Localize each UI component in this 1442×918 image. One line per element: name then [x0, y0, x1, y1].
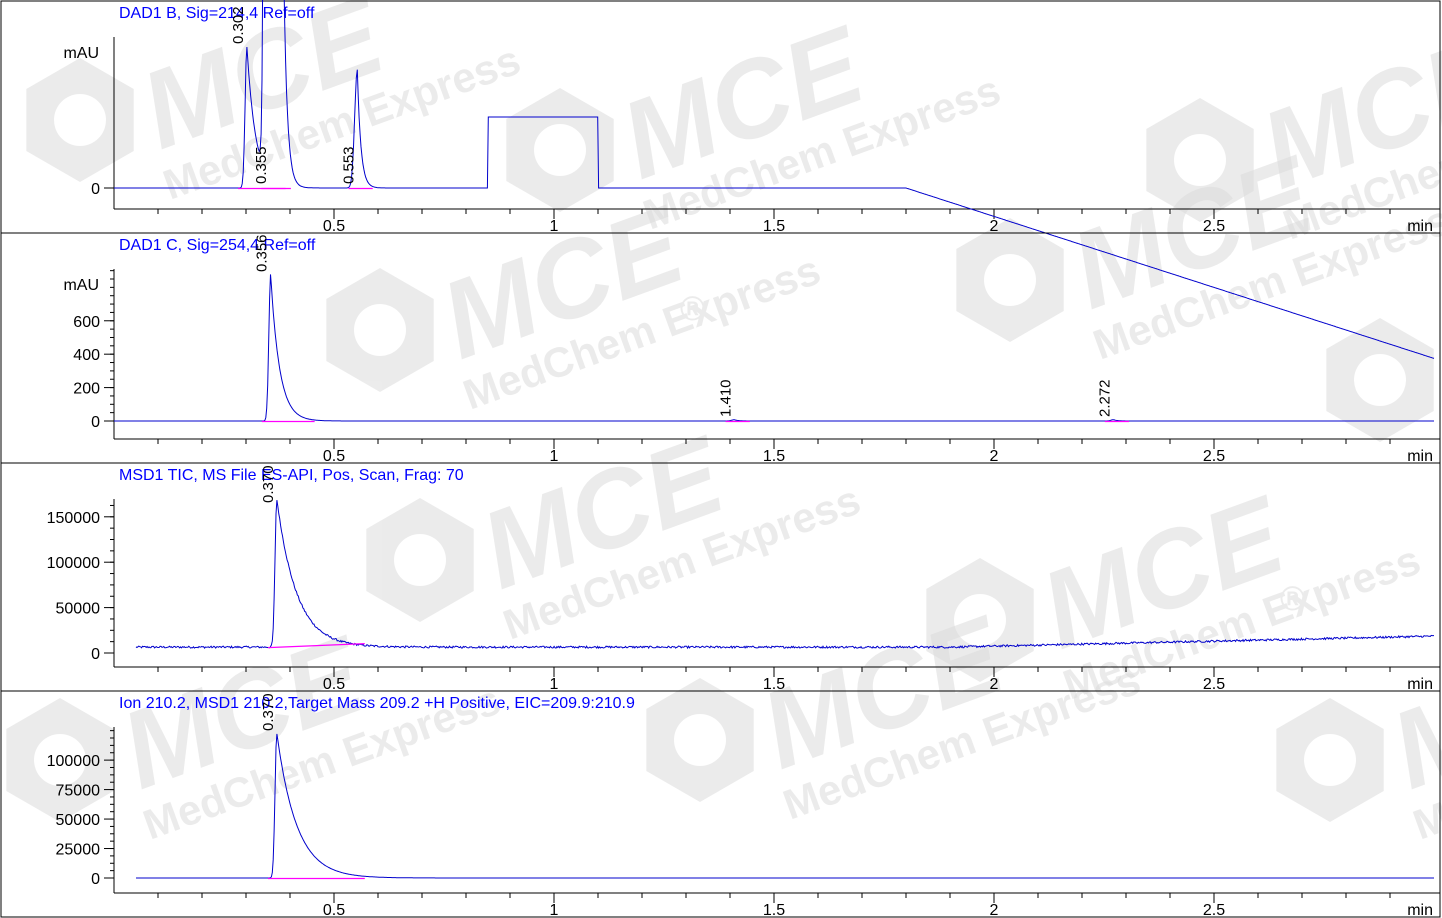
- x-tick-label: 0.5: [323, 448, 345, 465]
- x-tick-label: 1.5: [763, 448, 785, 465]
- peak-label: 0.370: [260, 693, 277, 731]
- x-axis-unit: min: [1407, 218, 1433, 235]
- x-tick-label: 0.5: [323, 218, 345, 235]
- signal-trace: [114, 274, 1434, 422]
- logo-hole-icon: [34, 734, 86, 786]
- x-tick-label: 1.5: [763, 902, 785, 918]
- logo-hole-icon: [1304, 734, 1356, 786]
- y-tick-label: 0: [91, 646, 100, 663]
- y-tick-label: 600: [73, 314, 100, 331]
- logo-hole-icon: [1354, 354, 1406, 406]
- y-tick-label: 50000: [56, 812, 101, 829]
- panel-title: MSD1 TIC, MS File ES-API, Pos, Scan, Fra…: [119, 467, 464, 484]
- x-tick-label: 2: [990, 676, 999, 693]
- panel-frame: [0, 690, 1441, 918]
- logo-hole-icon: [354, 304, 406, 356]
- y-tick-label: 50000: [56, 601, 101, 618]
- x-tick-label: 1: [550, 676, 559, 693]
- chromatogram-panel-2: DAD1 C, Sig=254,4 Ref=off mAU 0 200 400 600 0.…: [0, 232, 1441, 465]
- y-axis-label: mAU: [63, 45, 99, 62]
- x-axis-unit: min: [1407, 676, 1433, 693]
- logo-hole-icon: [394, 534, 446, 586]
- y-axis-label: mAU: [63, 277, 99, 294]
- x-tick-label: 2: [990, 218, 999, 235]
- x-tick-label: 1: [550, 902, 559, 918]
- chromatogram-panel-1: DAD1 B, Sig=214,4 Ref=offmAU02004006000.…: [0, 0, 1441, 359]
- peak-label: 0.302: [230, 6, 247, 44]
- y-tick-label: 100000: [47, 753, 100, 770]
- y-tick-label: 0: [91, 871, 100, 888]
- x-tick-label: 2.5: [1203, 676, 1225, 693]
- peak-label: 0.355: [253, 146, 270, 184]
- y-tick-label: 200: [73, 381, 100, 398]
- registered-mark-icon: ®: [680, 290, 705, 328]
- logo-hole-icon: [674, 714, 726, 766]
- registered-mark-icon: ®: [1280, 580, 1305, 618]
- y-tick-label: 100000: [47, 555, 100, 572]
- y-tick-label: 400: [73, 347, 100, 364]
- y-tick-label: 0: [91, 181, 100, 198]
- panel-title: DAD1 C, Sig=254,4 Ref=off: [119, 237, 316, 254]
- y-tick-label: 75000: [56, 783, 101, 800]
- peak-label: 2.272: [1097, 379, 1114, 417]
- logo-hole-icon: [954, 594, 1006, 646]
- x-tick-label: 1: [550, 448, 559, 465]
- x-tick-label: 0.5: [323, 676, 345, 693]
- watermark-brand: MCE: [1376, 612, 1442, 812]
- peak-label: 0.553: [340, 146, 357, 184]
- x-axis-unit: min: [1407, 448, 1433, 465]
- x-tick-label: 2: [990, 448, 999, 465]
- x-tick-label: 1: [550, 218, 559, 235]
- signal-trace: [136, 733, 1434, 879]
- logo-hole-icon: [534, 124, 586, 176]
- signal-trace: [114, 0, 1435, 359]
- chromatogram-panel-4: Ion 210.2, MSD1 210.2,Target Mass 209.2 …: [0, 690, 1441, 918]
- logo-hole-icon: [984, 254, 1036, 306]
- integration-baseline: [267, 642, 365, 649]
- peak-label: 0.356: [254, 234, 271, 272]
- y-tick-label: 150000: [47, 510, 100, 527]
- x-tick-label: 2: [990, 902, 999, 918]
- peak-label: 0.370: [260, 465, 277, 503]
- logo-hole-icon: [54, 94, 106, 146]
- logo-hole-icon: [1174, 134, 1226, 186]
- panel-title: Ion 210.2, MSD1 210.2,Target Mass 209.2 …: [119, 695, 635, 712]
- y-tick-label: 0: [91, 414, 100, 431]
- x-tick-label: 0.5: [323, 902, 345, 918]
- x-tick-label: 1.5: [763, 676, 785, 693]
- x-tick-label: 1.5: [763, 218, 785, 235]
- x-tick-label: 2.5: [1203, 448, 1225, 465]
- y-tick-label: 25000: [56, 842, 101, 859]
- x-tick-label: 2.5: [1203, 902, 1225, 918]
- x-axis-unit: min: [1407, 902, 1433, 918]
- panel-title: DAD1 B, Sig=214,4 Ref=off: [119, 5, 315, 22]
- peak-label: 1.410: [717, 379, 734, 417]
- x-tick-label: 2.5: [1203, 218, 1225, 235]
